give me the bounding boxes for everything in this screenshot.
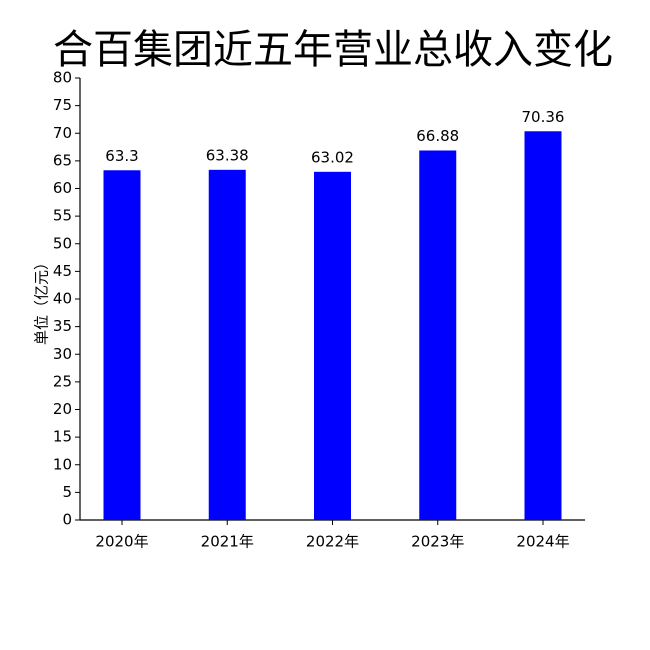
x-tick-label: 2023年 xyxy=(411,533,464,551)
x-tick-label: 2024年 xyxy=(516,533,569,551)
bar xyxy=(524,131,562,521)
chart-title: 合百集团近五年营业总收入变化 xyxy=(53,27,613,73)
bar xyxy=(208,169,246,520)
y-tick-label: 40 xyxy=(53,290,72,308)
y-tick-label: 75 xyxy=(53,96,72,114)
y-tick-label: 15 xyxy=(53,428,72,446)
x-tick-label: 2021年 xyxy=(201,533,254,551)
y-tick-label: 55 xyxy=(53,207,72,225)
value-label: 63.02 xyxy=(311,148,354,166)
y-tick-label: 65 xyxy=(53,151,72,169)
y-axis-label: 单位（亿元） xyxy=(33,255,51,345)
x-tick-label: 2022年 xyxy=(306,533,359,551)
bar xyxy=(419,150,457,520)
y-tick-label: 30 xyxy=(53,345,72,363)
value-label: 63.3 xyxy=(105,147,138,165)
y-tick-label: 25 xyxy=(53,372,72,390)
y-tick-label: 20 xyxy=(53,400,72,418)
y-tick-label: 5 xyxy=(62,483,72,501)
y-tick-label: 70 xyxy=(53,124,72,142)
y-tick-label: 35 xyxy=(53,317,72,335)
y-tick-label: 80 xyxy=(53,69,72,87)
y-tick-label: 0 xyxy=(62,511,72,529)
x-tick-label: 2020年 xyxy=(95,533,148,551)
y-tick-label: 45 xyxy=(53,262,72,280)
y-tick-label: 60 xyxy=(53,179,72,197)
bar xyxy=(314,171,351,520)
bar xyxy=(103,170,141,520)
y-tick-label: 50 xyxy=(53,234,72,252)
value-label: 70.36 xyxy=(522,108,565,126)
value-label: 63.38 xyxy=(206,146,249,164)
value-label: 66.88 xyxy=(416,127,459,145)
y-tick-label: 10 xyxy=(53,455,72,473)
